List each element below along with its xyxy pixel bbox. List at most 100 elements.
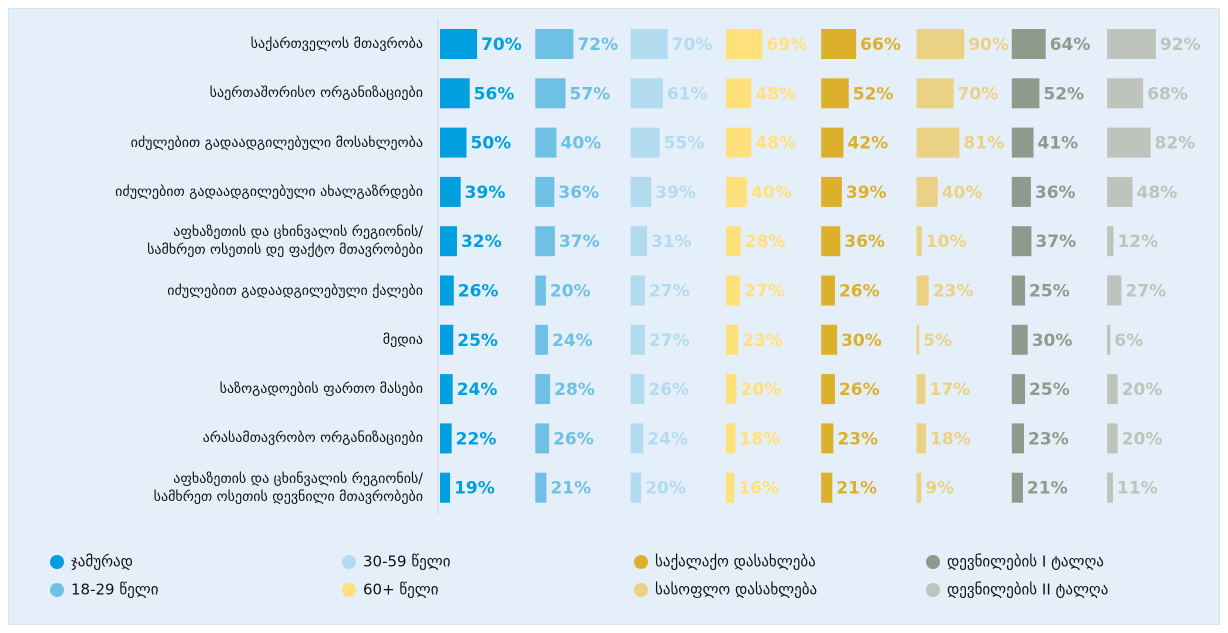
bar [1107,176,1133,207]
bar [821,472,833,503]
value-label: 25% [457,331,498,351]
category-label: არასამთავრობო ორგანიზაციები [202,430,423,447]
value-label: 28% [745,232,786,252]
bar [821,324,838,355]
bar [1011,374,1026,405]
value-label: 36% [1035,183,1076,203]
value-label: 27% [649,331,690,351]
value-label: 61% [667,84,708,104]
legend-label: 60+ წელი [363,581,439,599]
value-label: 30% [1032,331,1073,351]
bar [821,374,835,405]
bar [821,127,844,158]
bar [916,226,922,257]
bar [535,472,547,503]
value-label: 20% [645,479,686,499]
value-label: 20% [1122,429,1163,449]
bar [725,127,752,158]
bar [821,78,849,109]
bar [535,127,557,158]
value-label: 48% [1137,183,1178,203]
bar [1107,472,1113,503]
bar [1011,472,1023,503]
bar [630,472,642,503]
value-label: 12% [1117,232,1158,252]
value-label: 36% [844,232,885,252]
legend-label: საქალაქო დასახლება [655,553,816,571]
bar [916,127,960,158]
value-label: 36% [558,183,599,203]
value-label: 21% [1027,479,1068,499]
value-label: 23% [742,331,783,351]
value-label: 69% [766,35,807,55]
value-label: 41% [1038,134,1079,154]
value-label: 24% [457,380,498,400]
value-label: 82% [1155,134,1196,154]
legend-marker [634,555,648,569]
bar [1107,226,1114,257]
bar [725,423,736,454]
value-label: 22% [456,429,497,449]
legend-label: ჯამურად [71,553,133,571]
category-label: მედია [382,331,423,348]
legend-label: 30-59 წელი [363,553,451,571]
value-label: 20% [550,282,591,302]
bar [1107,29,1156,59]
value-label: 26% [553,429,594,449]
value-label: 25% [1029,380,1070,400]
value-label: 30% [841,331,882,351]
bar [630,275,645,306]
value-label: 32% [461,232,502,252]
value-label: 48% [755,134,796,154]
bar [630,423,644,454]
value-label: 27% [649,282,690,302]
value-label: 9% [925,479,954,499]
value-label: 52% [1043,84,1084,104]
value-label: 39% [846,183,887,203]
bar [1011,29,1046,59]
category-label: იძულებით გადაადგილებული ქალები [167,282,423,299]
value-label: 27% [1125,282,1166,302]
value-label: 48% [755,84,796,104]
category-label: აფხაზეთის და ცხინვალის რეგიონის/ სამხრეთ… [147,224,423,259]
value-label: 21% [550,479,591,499]
value-label: 40% [751,183,792,203]
bar [1107,127,1151,158]
legend-marker [342,583,356,597]
bar [725,275,741,306]
bar [630,176,652,207]
category-label: იძულებით გადაადგილებული მოსახლეობა [130,134,423,151]
bar [916,29,965,59]
value-label: 23% [933,282,974,302]
value-label: 6% [1114,331,1143,351]
value-label: 26% [839,282,880,302]
bar [1107,78,1144,109]
value-label: 25% [1029,282,1070,302]
value-label: 70% [958,84,999,104]
bar [821,176,842,207]
bar [821,275,835,306]
value-label: 5% [923,331,952,351]
category-label: საქართველოს მთავრობა [250,36,423,52]
value-label: 39% [465,183,506,203]
value-label: 17% [930,380,971,400]
value-label: 90% [968,35,1009,55]
value-label: 10% [926,232,967,252]
value-label: 68% [1147,84,1188,104]
bar [821,226,841,257]
bar [1011,226,1032,257]
chart: 70% 56% 50% 39% 32% 26% 25% 24% 22% 19% ჯამურად 72%… [50,19,1201,599]
value-label: 11% [1117,479,1158,499]
bar [1011,127,1034,158]
bar [916,275,929,306]
value-label: 23% [1028,429,1069,449]
bar [630,324,645,355]
value-label: 27% [744,282,785,302]
value-label: 20% [741,380,782,400]
value-label: 55% [664,134,705,154]
legend-marker [926,555,940,569]
bar [1011,324,1028,355]
bar [916,472,922,503]
bar [725,78,752,109]
bar [440,127,467,158]
